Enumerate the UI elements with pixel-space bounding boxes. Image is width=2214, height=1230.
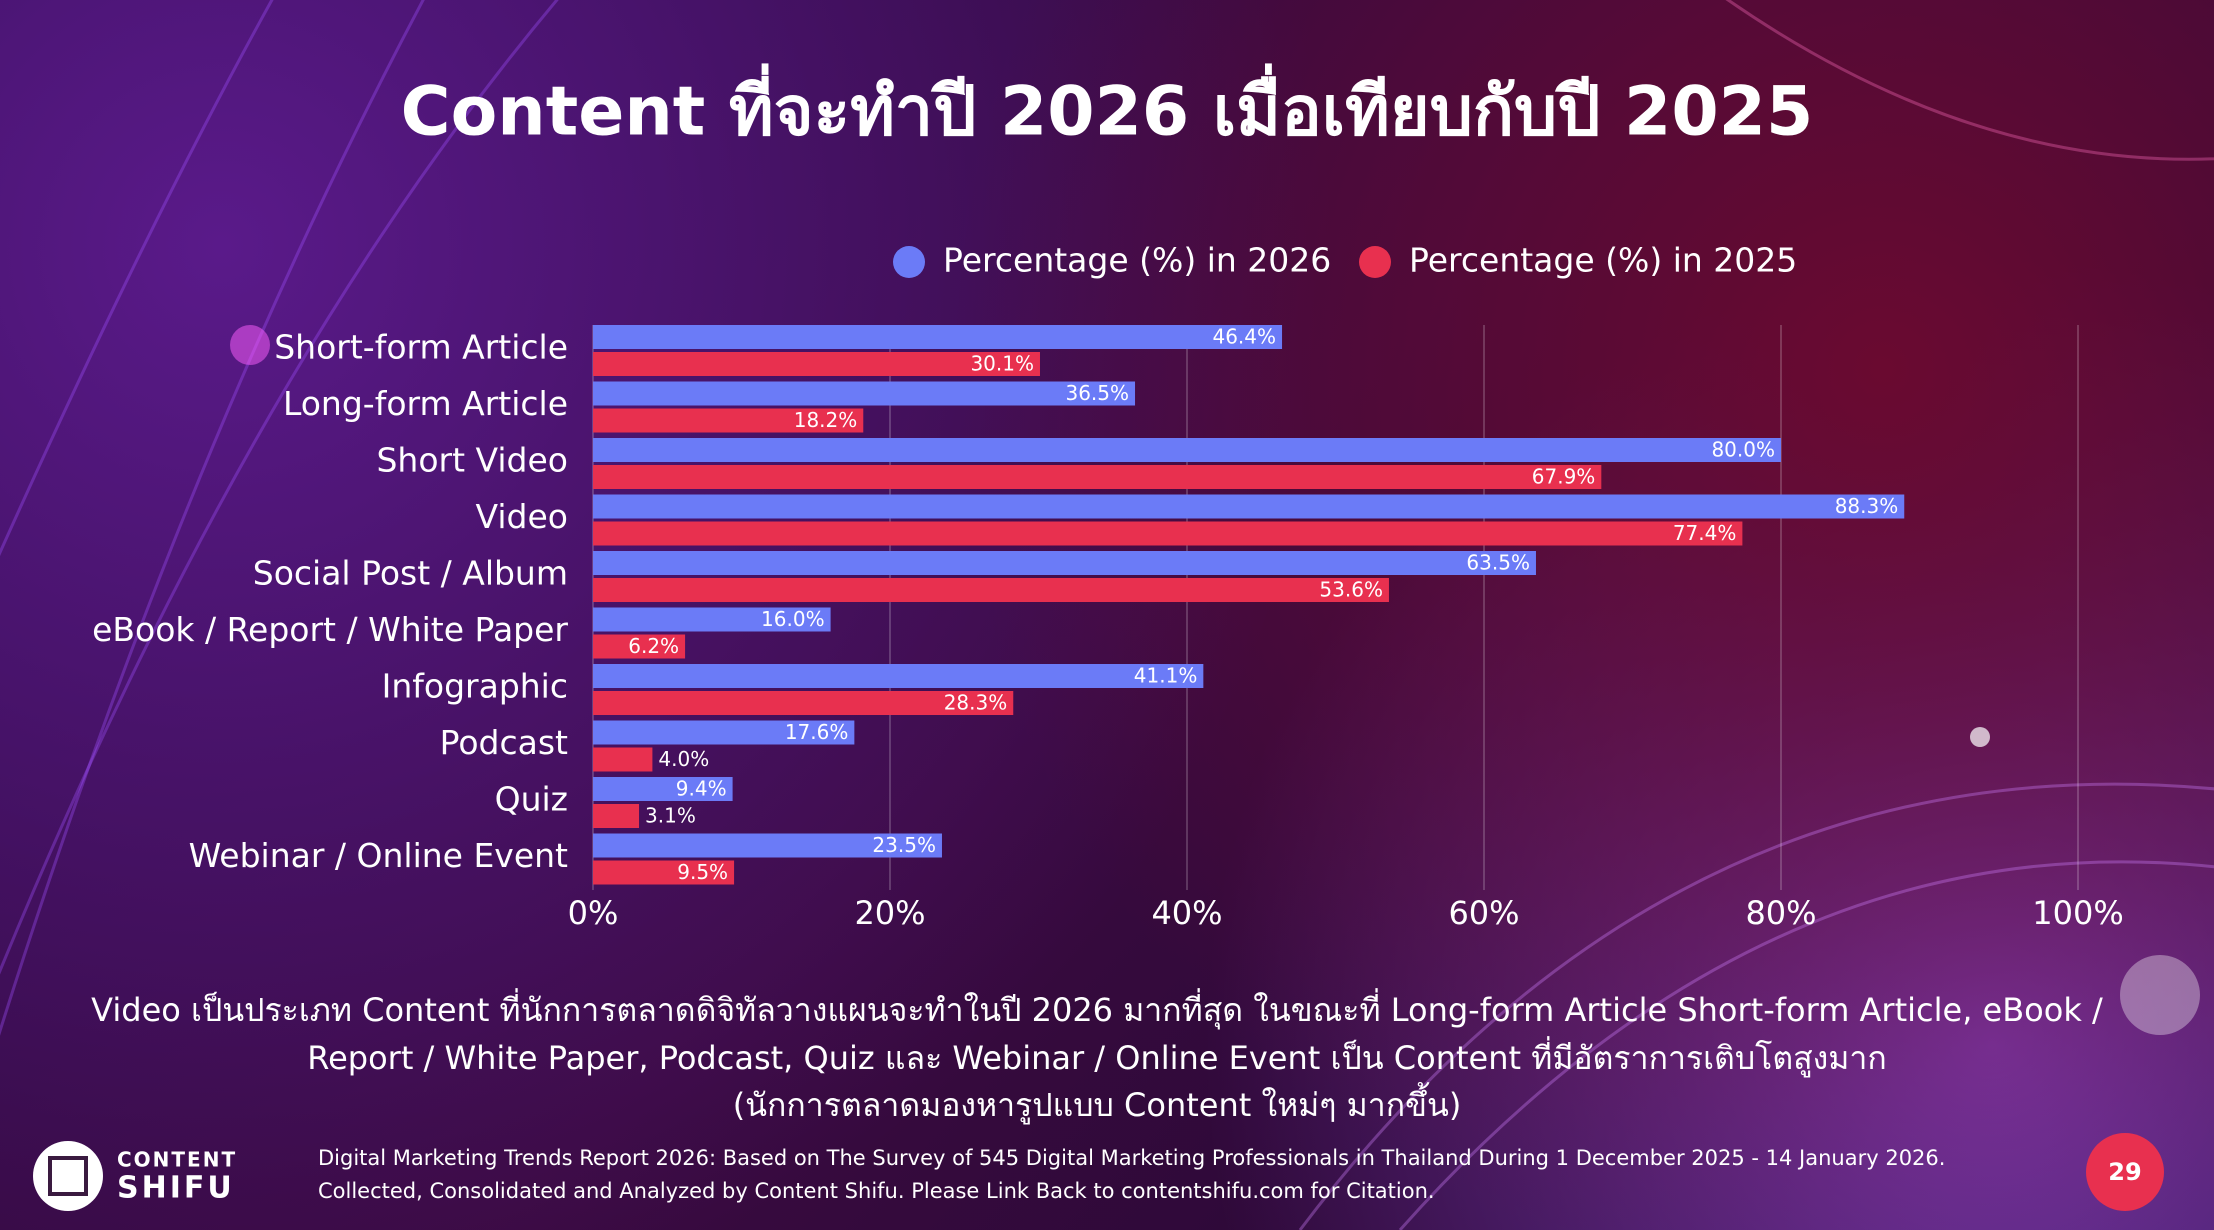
bar — [593, 833, 942, 858]
value-label: 16.0% — [761, 607, 825, 631]
legend-label: Percentage (%) in 2026 — [943, 241, 1331, 280]
y-tick-label: eBook / Report / White Paper — [92, 610, 568, 649]
logo-text: SHIFU — [117, 1171, 235, 1206]
y-tick-label: Video — [476, 497, 568, 536]
y-tick-label: Long-form Article — [283, 384, 568, 423]
value-label: 67.9% — [1532, 465, 1596, 489]
footer-line: Collected, Consolidated and Analyzed by … — [318, 1179, 1435, 1203]
bar — [593, 578, 1389, 602]
y-tick-label: Webinar / Online Event — [189, 836, 568, 875]
value-label: 18.2% — [794, 408, 858, 432]
bar — [593, 465, 1602, 489]
bar — [593, 804, 640, 828]
bar — [593, 352, 1040, 376]
logo-glyph — [48, 1156, 88, 1196]
legend-label: Percentage (%) in 2025 — [1409, 241, 1797, 280]
value-label: 4.0% — [658, 747, 709, 771]
caption-line: (นักการตลาดมองหารูปแบบ Content ใหม่ๆ มาก… — [733, 1082, 1462, 1125]
value-label: 28.3% — [944, 691, 1008, 715]
plot: 0% 20% 40% 60% 80% 100% Short-form Article 46.4… — [92, 325, 2124, 933]
value-label: 30.1% — [970, 352, 1034, 376]
logo-icon — [33, 1141, 103, 1211]
bar — [593, 860, 735, 885]
x-tick-label: 20% — [854, 894, 925, 932]
caption-line: Report / White Paper, Podcast, Quiz และ … — [307, 1036, 1886, 1078]
chart-title: Content ที่จะทำปี 2026 เมื่อเทียบกับปี 2… — [401, 63, 1814, 152]
legend-marker — [1359, 246, 1391, 278]
caption-line: Video เป็นประเภท Content ที่นักการตลาดดิ… — [91, 988, 2103, 1030]
legend: Percentage (%) in 2026 Percentage (%) in … — [893, 241, 1797, 280]
value-label: 6.2% — [628, 634, 679, 658]
glow — [2120, 955, 2200, 1035]
logo-text: CONTENT — [117, 1148, 237, 1172]
x-tick-label: 80% — [1745, 894, 1816, 932]
bar — [593, 551, 1536, 575]
value-label: 53.6% — [1319, 578, 1383, 602]
value-label: 63.5% — [1466, 551, 1530, 575]
glow — [230, 325, 270, 365]
y-tick-label: Social Post / Album — [253, 554, 568, 593]
y-tick-label: Podcast — [440, 723, 568, 762]
value-label: 77.4% — [1673, 521, 1737, 545]
value-label: 88.3% — [1835, 494, 1899, 518]
x-tick-label: 0% — [568, 894, 619, 932]
y-tick-label: Short Video — [376, 441, 568, 480]
page-badge — [2086, 1133, 2164, 1211]
y-tick-label: Quiz — [495, 780, 568, 819]
bar — [593, 408, 864, 433]
value-label: 41.1% — [1134, 664, 1198, 688]
page-number: 29 — [2108, 1158, 2141, 1186]
x-tick-label: 60% — [1448, 894, 1519, 932]
value-label: 9.5% — [677, 860, 728, 884]
value-label: 17.6% — [785, 720, 849, 744]
glow — [1970, 727, 1990, 747]
bar — [593, 607, 831, 632]
bar — [593, 664, 1204, 688]
bar — [593, 777, 733, 801]
x-tick-label: 100% — [2032, 894, 2123, 932]
bar — [593, 325, 1283, 349]
value-label: 80.0% — [1711, 438, 1775, 462]
value-label: 3.1% — [645, 804, 696, 828]
value-label: 36.5% — [1065, 381, 1129, 405]
bar — [593, 691, 1014, 715]
bar — [593, 494, 1905, 519]
value-label: 9.4% — [676, 777, 727, 801]
bar — [593, 438, 1781, 462]
value-label: 46.4% — [1212, 325, 1276, 349]
value-label: 23.5% — [872, 833, 936, 857]
bar — [593, 747, 653, 772]
y-tick-label: Short-form Article — [274, 328, 568, 367]
footer-line: Digital Marketing Trends Report 2026: Ba… — [318, 1146, 1945, 1170]
y-tick-label: Infographic — [382, 667, 568, 706]
bar — [593, 720, 855, 745]
bar — [593, 521, 1743, 546]
bar — [593, 381, 1136, 406]
legend-marker — [893, 246, 925, 278]
x-tick-label: 40% — [1151, 894, 1222, 932]
bar — [593, 634, 686, 659]
